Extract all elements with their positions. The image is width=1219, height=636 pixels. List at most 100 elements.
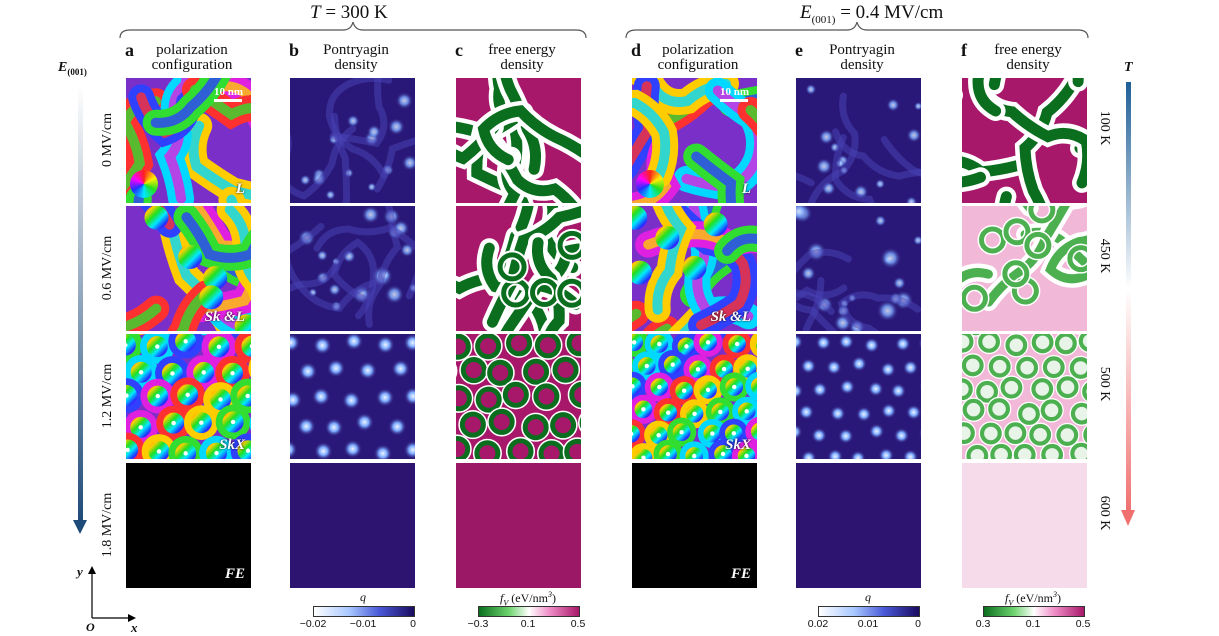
row-temp-label: 500 K — [1097, 366, 1112, 402]
phase-tag: Sk &L — [204, 309, 245, 325]
column-title-line1: Pontryagin — [829, 42, 895, 58]
column-title-line1: free energy — [488, 42, 556, 58]
header-right: E(001) = 0.4 MV/cm — [800, 2, 943, 26]
colorbar-label-part: V — [503, 598, 509, 608]
colorbar-tick: 0 — [410, 618, 416, 630]
phase-tag: Sk &L — [710, 309, 751, 325]
left-axis-sub: (001) — [67, 66, 87, 77]
header-left: T = 300 K — [310, 2, 388, 24]
colorbar-label-part: f — [1005, 591, 1009, 605]
colorbar-label-part: (eV/nm — [1016, 591, 1053, 605]
row-temp-label: 450 K — [1097, 238, 1112, 274]
header-right-rest: = 0.4 MV/cm — [835, 2, 944, 23]
panel-letter-c: c — [455, 40, 463, 60]
free-energy-map-f-4 — [962, 463, 1087, 588]
panel-letter-f: f — [961, 40, 967, 60]
coord-o: O — [86, 620, 95, 634]
free-energy-map-c-1 — [456, 78, 581, 203]
colorbar-tick: 0.3 — [975, 618, 991, 630]
coord-y: y — [77, 564, 83, 579]
free-energy-map-f-2 — [962, 206, 1087, 331]
colorbar-label-colorbar_b: q — [360, 590, 366, 604]
column-title-a: polarization configuration — [133, 43, 251, 73]
right-axis-arrowhead — [1121, 510, 1135, 526]
colorbar-colorbar_e — [818, 606, 920, 617]
colorbar-tick: 0 — [915, 618, 921, 630]
colorbar-tick: −0.02 — [299, 618, 327, 630]
column-title-line2: density — [500, 57, 544, 73]
panel-letter-a: a — [125, 40, 134, 60]
column-title-e: Pontryagin density — [803, 43, 921, 73]
scale-bar-line — [720, 99, 749, 102]
free-energy-map-c-3 — [456, 334, 581, 459]
polarization-map-a-2: Sk &L — [126, 206, 251, 331]
column-title-f: free energy density — [969, 43, 1087, 73]
colorbar-colorbar_b — [313, 606, 415, 617]
phase-tag: L — [741, 181, 751, 197]
colorbar-tick: 0.01 — [857, 618, 879, 630]
header-left-rest: = 300 K — [320, 2, 388, 23]
left-axis-arrow — [78, 84, 83, 524]
polarization-map-d-1: L 10 nm — [632, 78, 757, 203]
coord-x: x — [131, 620, 138, 635]
column-title-line1: Pontryagin — [323, 42, 389, 58]
colorbar-tick: 0.5 — [1075, 618, 1091, 630]
phase-tag: SkX — [725, 437, 751, 453]
polarization-map-d-3: SkX — [632, 334, 757, 459]
column-title-line2: density — [1006, 57, 1050, 73]
column-title-c: free energy density — [463, 43, 581, 73]
colorbar-label-part: 3 — [1052, 590, 1057, 599]
pontryagin-map-b-3 — [290, 334, 415, 459]
header-left-var: T — [310, 2, 321, 23]
color-wheel-icon — [130, 170, 158, 198]
pontryagin-map-e-3 — [796, 334, 921, 459]
left-axis-var: E — [58, 60, 68, 75]
scale-bar-label: 10 nm — [213, 86, 243, 98]
column-title-line2: configuration — [151, 57, 233, 73]
phase-tag: FE — [730, 566, 751, 582]
phase-tag: L — [235, 181, 245, 197]
column-title-line2: density — [334, 57, 378, 73]
color-wheel-icon — [636, 170, 664, 198]
colorbar-tick: 0.1 — [1025, 618, 1041, 630]
panel-letter-d: d — [631, 40, 642, 60]
right-axis-label: T — [1124, 60, 1133, 75]
colorbar-tick: −0.3 — [467, 618, 489, 630]
row-temp-label: 100 K — [1097, 110, 1112, 146]
row-field-label: 1.8 MV/cm — [100, 492, 115, 558]
scale-bar: 10 nm — [720, 86, 749, 102]
scale-bar: 10 nm — [214, 86, 243, 102]
colorbar-tick: 0.1 — [520, 618, 536, 630]
colorbar-label-part: 3 — [547, 590, 552, 599]
polarization-map-d-2: Sk &L — [632, 206, 757, 331]
polarization-map-a-4: FE — [126, 463, 251, 588]
right-axis-arrow — [1126, 82, 1131, 512]
colorbar-label-part: ) — [1056, 591, 1061, 605]
header-right-sub: (001) — [811, 13, 836, 26]
coord-axes — [88, 566, 136, 622]
colorbar-label-part: (eV/nm — [511, 591, 548, 605]
phase-tag: FE — [224, 566, 245, 582]
polarization-map-a-3: SkX — [126, 334, 251, 459]
pontryagin-map-b-1 — [290, 78, 415, 203]
colorbar-label-colorbar_c: fV (eV/nm3) — [500, 590, 556, 607]
free-energy-map-c-4 — [456, 463, 581, 588]
row-field-label: 0.6 MV/cm — [100, 235, 115, 301]
pontryagin-map-b-2 — [290, 206, 415, 331]
scale-bar-label: 10 nm — [719, 86, 749, 98]
free-energy-map-f-1 — [962, 78, 1087, 203]
colorbar-label-part: f — [500, 591, 504, 605]
pontryagin-map-e-4 — [796, 463, 921, 588]
free-energy-map-f-3 — [962, 334, 1087, 459]
column-title-line1: polarization — [156, 42, 228, 58]
free-energy-map-c-2 — [456, 206, 581, 331]
left-axis-arrowhead — [73, 520, 87, 534]
row-field-label: 1.2 MV/cm — [100, 363, 115, 429]
pontryagin-map-b-4 — [290, 463, 415, 588]
colorbar-colorbar_c — [478, 606, 580, 617]
colorbar-tick: 0.02 — [807, 618, 829, 630]
panel-letter-e: e — [795, 40, 803, 60]
pontryagin-map-e-1 — [796, 78, 921, 203]
row-temp-label: 600 K — [1097, 495, 1112, 531]
brace-right — [625, 21, 1089, 39]
